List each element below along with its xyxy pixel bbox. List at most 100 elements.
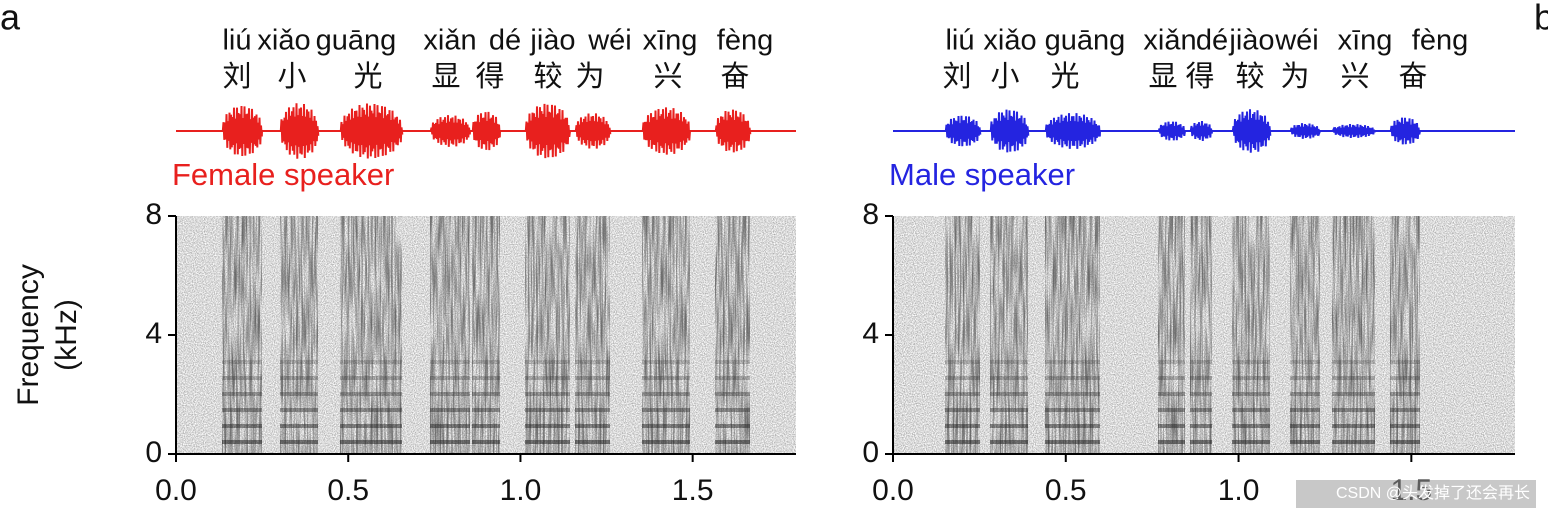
harmonic [472, 408, 500, 412]
harmonic [1290, 392, 1320, 396]
harmonic [575, 360, 610, 364]
harmonic [430, 360, 470, 364]
harmonic [1332, 376, 1375, 380]
panel-label: a [0, 0, 21, 38]
harmonic [990, 408, 1028, 412]
spectrogram-band [472, 216, 500, 454]
x-tick-label: 1.0 [1218, 474, 1260, 507]
harmonic [1190, 360, 1212, 364]
spectrogram-band [945, 216, 980, 454]
harmonic [990, 424, 1028, 428]
harmonic [1332, 392, 1375, 396]
harmonic [222, 392, 262, 396]
harmonic [1290, 424, 1320, 428]
harmonic [525, 408, 570, 412]
y-tick-label: 0 [145, 436, 162, 469]
harmonic [340, 376, 402, 380]
harmonic [1390, 440, 1420, 444]
harmonic [1290, 360, 1320, 364]
harmonic [642, 408, 690, 412]
pinyin: xiǎo [257, 25, 310, 57]
hanzi: 小 [277, 59, 306, 93]
hanzi: 兴 [1340, 59, 1369, 93]
harmonic [1158, 376, 1185, 380]
pinyin: jiào [529, 25, 575, 57]
spectrogram-band [642, 216, 690, 454]
hanzi: 小 [990, 59, 1019, 93]
harmonic [340, 360, 402, 364]
pinyin: wéi [1274, 25, 1319, 57]
harmonic [222, 408, 262, 412]
x-tick-label: 0.0 [872, 474, 914, 507]
spectrogram-band [1045, 216, 1100, 454]
harmonic [525, 440, 570, 444]
pinyin: liú [945, 25, 974, 57]
spectrogram-band [280, 216, 318, 454]
harmonic [1190, 440, 1212, 444]
harmonic [430, 424, 470, 428]
harmonic [280, 440, 318, 444]
harmonic [642, 424, 690, 428]
harmonic [1332, 408, 1375, 412]
harmonic [945, 440, 980, 444]
panel-label: b [1534, 0, 1548, 38]
hanzi: 显 [431, 59, 460, 93]
spectrogram [176, 216, 796, 454]
pinyin: xiǎo [983, 25, 1036, 57]
hanzi: 得 [1185, 59, 1214, 93]
harmonic [715, 440, 750, 444]
harmonic [1290, 408, 1320, 412]
x-tick-label: 0.0 [155, 474, 197, 507]
harmonic [222, 376, 262, 380]
pinyin: guāng [1045, 25, 1126, 57]
harmonic [280, 424, 318, 428]
harmonic [472, 376, 500, 380]
spectrogram-band [222, 216, 262, 454]
harmonic [575, 392, 610, 396]
hanzi: 刘 [222, 59, 251, 93]
speaker-label: Female speaker [172, 157, 394, 192]
hanzi: 显 [1148, 59, 1177, 93]
harmonic [945, 376, 980, 380]
harmonic [1190, 408, 1212, 412]
spectrogram-band [715, 216, 750, 454]
harmonic [1158, 360, 1185, 364]
harmonic [715, 424, 750, 428]
harmonic [525, 376, 570, 380]
harmonic [280, 408, 318, 412]
y-tick-label: 4 [862, 317, 879, 350]
harmonic [642, 392, 690, 396]
harmonic [340, 392, 402, 396]
harmonic [472, 424, 500, 428]
harmonic [1232, 392, 1270, 396]
harmonic [525, 392, 570, 396]
harmonic [1390, 360, 1420, 364]
hanzi: 为 [1280, 59, 1309, 93]
spectrogram-band [430, 216, 470, 454]
hanzi: 奋 [720, 59, 749, 93]
harmonic [472, 440, 500, 444]
harmonic [430, 440, 470, 444]
hanzi: 兴 [653, 59, 682, 93]
harmonic [990, 392, 1028, 396]
x-tick-label: 1.5 [672, 474, 714, 507]
y-tick-label: 8 [145, 198, 162, 231]
harmonic [945, 424, 980, 428]
harmonic [280, 376, 318, 380]
hanzi: 为 [575, 59, 604, 93]
pinyin: dé [1196, 25, 1228, 57]
harmonic [575, 424, 610, 428]
harmonic [1190, 424, 1212, 428]
harmonic [222, 440, 262, 444]
harmonic [1232, 424, 1270, 428]
harmonic [945, 408, 980, 412]
pinyin: jiào [1228, 25, 1274, 57]
harmonic [715, 360, 750, 364]
harmonic [222, 424, 262, 428]
harmonic [430, 376, 470, 380]
harmonic [1232, 376, 1270, 380]
hanzi: 奋 [1398, 59, 1427, 93]
harmonic [945, 392, 980, 396]
y-axis-label: (kHz) [50, 299, 83, 371]
